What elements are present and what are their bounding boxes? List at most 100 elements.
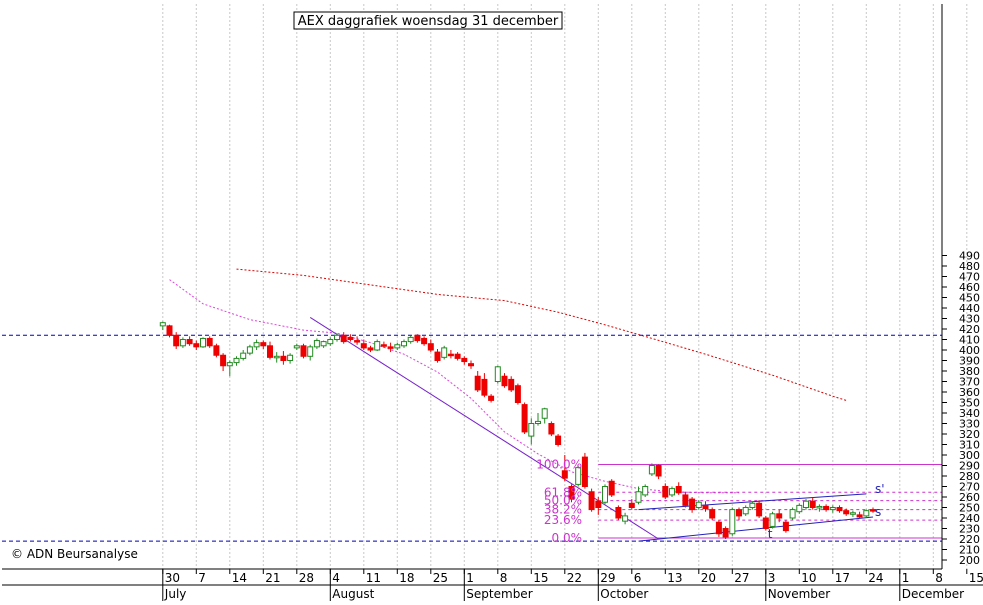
candle-body [749, 502, 756, 508]
y-tick-label: 220 [959, 533, 980, 546]
candle-body [488, 395, 495, 401]
candle-body [782, 521, 789, 532]
candle-body [447, 353, 454, 357]
y-tick-label: 350 [959, 397, 980, 410]
candle-body [648, 465, 655, 475]
y-tick-label: 270 [959, 481, 980, 494]
candle-body [273, 355, 280, 359]
candle-body [575, 467, 582, 485]
candle-body [642, 486, 649, 496]
chart-title: AEX daggrafiek woensdag 31 december [298, 14, 559, 29]
candle-body [535, 420, 541, 424]
candle-body [722, 528, 729, 538]
candle-body [829, 507, 836, 511]
candle-body [528, 423, 535, 437]
candle-body [186, 339, 193, 345]
x-tick-label: 24 [868, 571, 883, 585]
channel-label: s [875, 505, 881, 519]
candle-body [300, 345, 307, 357]
y-tick-label: 250 [959, 502, 980, 515]
candle-body [702, 504, 709, 510]
candle-body [729, 509, 736, 535]
x-tick-label: 15 [969, 571, 983, 585]
candle-body [776, 513, 783, 519]
candle-body [340, 334, 347, 343]
candle-body [602, 486, 608, 503]
candlesticks [159, 321, 876, 539]
candle-body [561, 470, 568, 479]
x-tick-label: 22 [567, 571, 582, 585]
candle-body [816, 505, 823, 509]
candle-body [615, 507, 622, 519]
candle-body [213, 345, 220, 356]
candle-body [401, 341, 407, 347]
candle-body [474, 375, 481, 391]
y-tick-label: 310 [959, 439, 980, 452]
x-tick-label: 15 [533, 571, 548, 585]
candle-body [394, 344, 401, 349]
x-tick-label: 10 [801, 571, 816, 585]
x-tick-label: 8 [500, 571, 508, 585]
candle-body [823, 505, 830, 511]
x-tick-label: 13 [667, 571, 682, 585]
candle-body [756, 502, 763, 517]
y-tick-label: 210 [959, 544, 980, 557]
candle-body [307, 346, 314, 357]
y-tick-label: 360 [959, 386, 980, 399]
candle-body [280, 355, 287, 361]
fibonacci-level-label: 0.0% [552, 531, 583, 545]
candle-body [441, 347, 448, 358]
x-tick-label: 18 [399, 571, 414, 585]
candle-body [334, 334, 340, 340]
candle-body [374, 341, 381, 351]
candle-body [863, 510, 870, 517]
candle-body [762, 517, 769, 529]
moving-average-long [236, 268, 847, 401]
x-tick-label: 1 [466, 571, 474, 585]
moving-averages [169, 268, 847, 494]
candle-body [233, 357, 240, 364]
y-tick-label: 430 [959, 313, 980, 326]
x-tick-label: 1 [902, 571, 910, 585]
candle-body [836, 507, 843, 512]
chart-labels: 100.0% 61.8%50.0%38.2%23.6% 0.0% s' s t [536, 457, 884, 545]
y-tick-label: 260 [959, 491, 980, 504]
candle-body [581, 456, 588, 488]
x-tick-label: 28 [299, 571, 314, 585]
x-tick-label: 17 [835, 571, 850, 585]
fibonacci-level-label: 61.8% [544, 485, 582, 499]
candle-body [521, 404, 528, 433]
y-tick-label: 400 [959, 344, 980, 357]
y-tick-label: 490 [959, 250, 980, 263]
y-tick-label: 320 [959, 428, 980, 441]
candle-body [354, 340, 361, 343]
month-label: July [164, 587, 187, 601]
candle-body [588, 491, 595, 511]
candle-body [669, 488, 675, 496]
candle-body [870, 509, 876, 512]
candle-body [622, 515, 629, 522]
candle-body [803, 500, 809, 509]
fibonacci-level-label: 50.0% [544, 494, 582, 508]
candle-body [427, 343, 434, 351]
x-tick-label: 25 [433, 571, 448, 585]
candle-body [709, 509, 716, 519]
month-label: November [768, 587, 830, 601]
candle-body [347, 336, 354, 340]
candle-body [662, 486, 669, 498]
candle-body [508, 378, 515, 391]
candle-body [689, 498, 696, 511]
axes: 2002102202302402502602702802903003103203… [2, 4, 983, 601]
x-tick-label: 4 [332, 571, 340, 585]
candle-body [843, 510, 850, 515]
title-box [293, 11, 563, 30]
candle-body [220, 354, 227, 367]
copyright-text: © ADN Beursanalyse [11, 547, 138, 561]
candle-body [287, 354, 294, 361]
candle-body [608, 480, 615, 496]
fibonacci-level-label: 100.0% [536, 457, 582, 471]
candle-body [313, 340, 320, 348]
candle-body [380, 344, 387, 347]
candle-body [240, 352, 247, 359]
